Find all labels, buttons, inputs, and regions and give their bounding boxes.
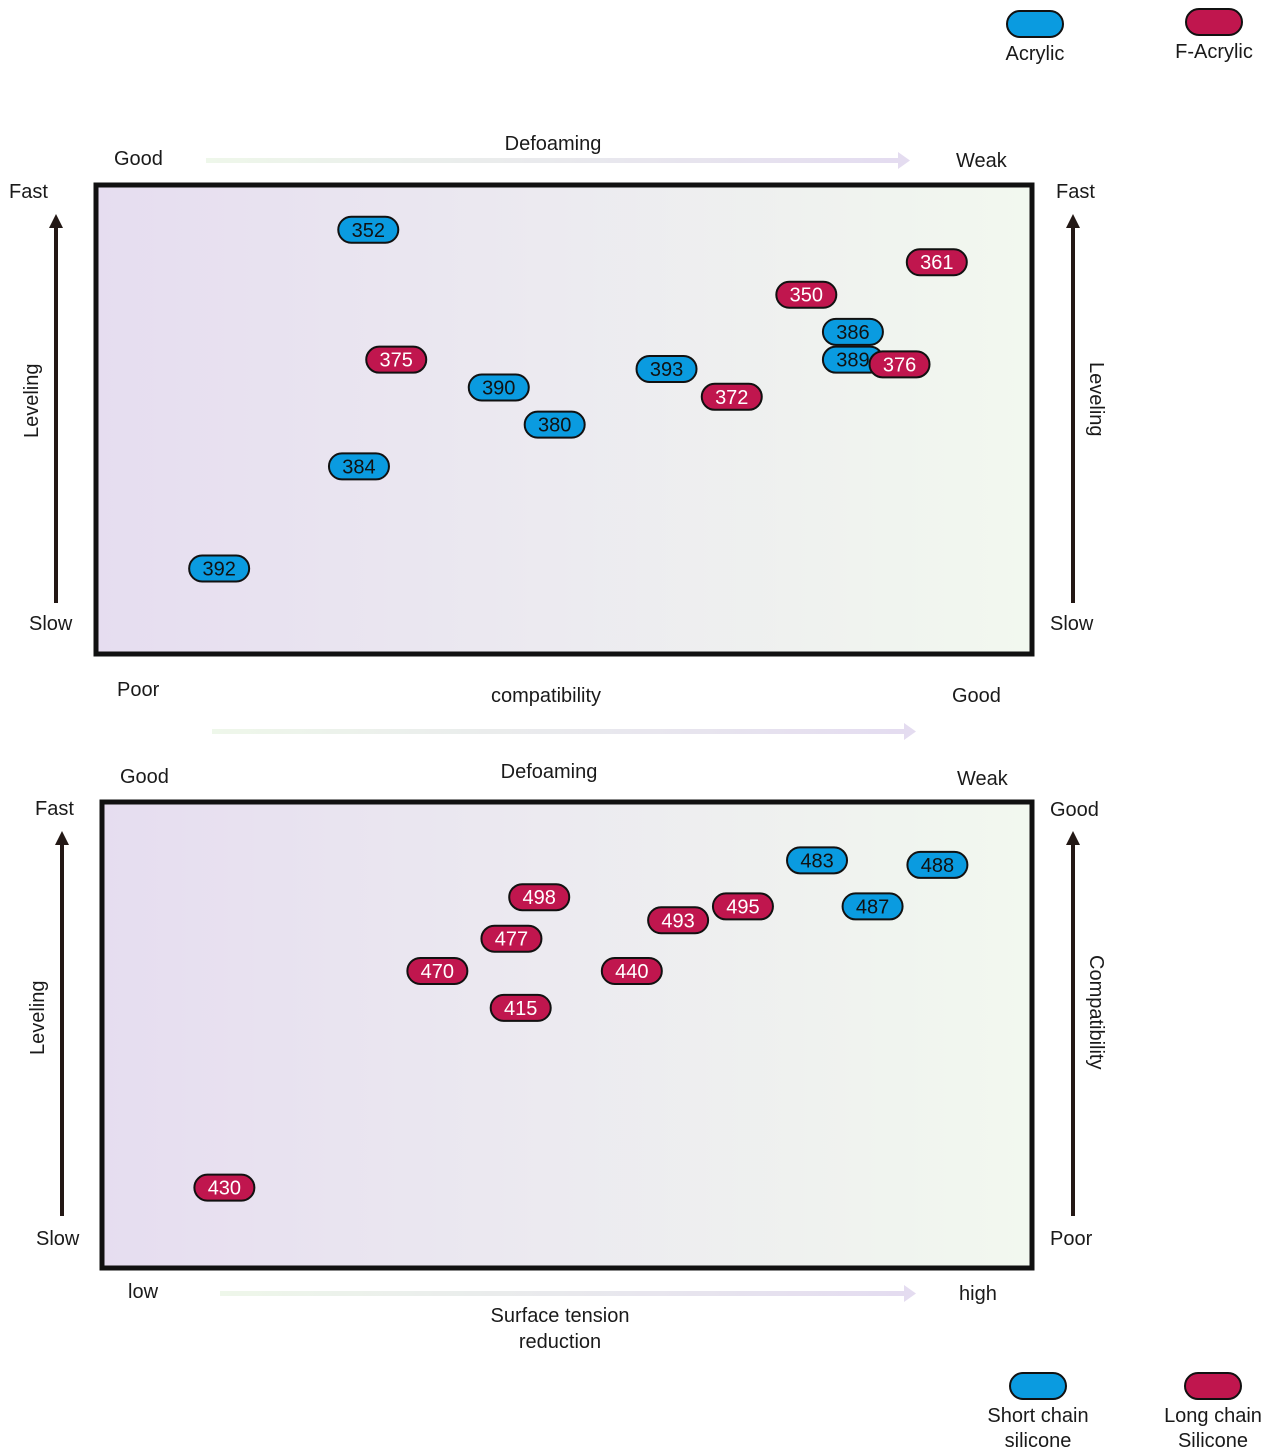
chart-1-top-left-label: Good: [114, 148, 163, 170]
chart-2-point-label-415: 415: [504, 998, 537, 1020]
chart-1-point-361: [905, 248, 968, 277]
chart-2-point-label-440: 440: [615, 961, 648, 983]
chart-1-point-label-361: 361: [920, 252, 953, 274]
chart-1-point-393: [635, 354, 698, 383]
chart-2-point-477: [480, 924, 543, 953]
chart-1-point-label-380: 380: [538, 415, 571, 437]
chart-1-point-label-390: 390: [482, 378, 515, 400]
chart-1-point-384: [327, 452, 390, 481]
chart-2-point-label-498: 498: [523, 887, 556, 909]
chart-1-point-350: [775, 280, 838, 309]
chart-1-top-right-label: Weak: [956, 150, 1007, 172]
chart-2-point-483: [786, 846, 849, 875]
chart-2-point-415: [489, 993, 552, 1022]
chart-1-right-top-label: Fast: [1056, 181, 1095, 203]
chart-1-point-label-389: 389: [836, 350, 869, 372]
chart-2-left-axis-title: Leveling: [27, 980, 49, 1055]
chart-2-right-axis-title: Compatibility: [1085, 955, 1107, 1070]
chart-2-right-top-label: Good: [1050, 799, 1099, 821]
chart-1-point-390: [467, 373, 530, 402]
chart-1-point-376: [868, 350, 931, 379]
chart-2-point-498: [508, 883, 571, 912]
chart-1-point-386: [821, 317, 884, 346]
chart-1-bottom-axis-title: compatibility: [490, 685, 602, 707]
chart-1-compatibility-arrow: [212, 723, 916, 740]
chart-1-point-label-376: 376: [883, 354, 916, 376]
chart-2-bottom-axis-title-line2: reduction: [518, 1331, 602, 1353]
chart-2-plot-area: [99, 799, 1035, 1271]
chart-2-point-label-488: 488: [921, 855, 954, 877]
chart-2-point-label-487: 487: [856, 896, 889, 918]
chart-1-point-352: [337, 215, 400, 244]
legend-long-chain-label-line1: Long chain: [1164, 1405, 1262, 1427]
legend-f-acrylic-label: F-Acrylic: [1175, 41, 1253, 63]
chart-1-point-380: [523, 410, 586, 439]
legend-acrylic-swatch: [1006, 10, 1064, 38]
chart-1-marks: 352 390 380 393 386 389 384 392 361 350 375 376 372: [188, 215, 968, 583]
chart-2-bottom-right-label: high: [959, 1283, 997, 1305]
legend-acrylic-label: Acrylic: [1005, 43, 1065, 65]
chart-1-point-label-372: 372: [715, 387, 748, 409]
chart-1-point-label-392: 392: [202, 558, 235, 580]
chart-2-left-bottom-label: Slow: [36, 1228, 80, 1250]
chart-2-point-488: [906, 850, 969, 879]
legend-short-chain-silicone: Short chain silicone: [978, 1372, 1098, 1454]
chart-1-left-bottom-label: Slow: [29, 613, 73, 635]
legend-f-acrylic-swatch: [1185, 8, 1243, 36]
chart-1-point-392: [188, 554, 251, 583]
chart-1-left-axis-title: Leveling: [21, 363, 43, 438]
chart-2-point-label-493: 493: [661, 910, 694, 932]
chart-2-top-axis-title: Defoaming: [500, 761, 598, 783]
chart-2-left-leveling-arrow: [55, 831, 69, 1216]
chart-1-bottom-left-label: Poor: [117, 679, 160, 701]
legend-long-chain-label-line2: Silicone: [1177, 1430, 1249, 1452]
chart-2-point-label-495: 495: [726, 896, 759, 918]
chart-1-left-top-label: Fast: [9, 181, 48, 203]
chart-1-right-bottom-label: Slow: [1050, 613, 1094, 635]
chart-1-right-leveling-arrow: [1066, 214, 1080, 603]
chart-1-left-leveling-arrow: [49, 214, 63, 603]
chart-1-point-375: [365, 345, 428, 374]
chart-1-bottom-right-label: Good: [952, 685, 1001, 707]
chart-2-left-top-label: Fast: [35, 798, 74, 820]
chart-1-point-label-375: 375: [380, 350, 413, 372]
chart-2-right-bottom-label: Poor: [1050, 1228, 1093, 1250]
chart-2-point-470: [406, 956, 469, 985]
chart-1-point-label-386: 386: [836, 322, 869, 344]
chart-2-top-left-label: Good: [120, 766, 169, 788]
chart-2-top-right-label: Weak: [957, 768, 1008, 790]
chart-2-bottom-left-label: low: [128, 1281, 159, 1303]
chart-1-defoaming-arrow: [206, 152, 910, 169]
chart-2-point-495: [711, 892, 774, 921]
chart-2-surface-tension-arrow: [220, 1285, 916, 1302]
legend-long-chain-swatch: [1184, 1372, 1242, 1400]
legend-short-chain-label-line1: Short chain: [987, 1405, 1089, 1427]
chart-2-point-label-483: 483: [800, 850, 833, 872]
chart-1-point-label-393: 393: [650, 359, 683, 381]
chart-2-point-493: [647, 906, 710, 935]
chart-1-right-axis-title: Leveling: [1085, 362, 1107, 437]
chart-1-point-372: [700, 382, 763, 411]
chart-1-top-axis-title: Defoaming: [504, 133, 602, 155]
legend-f-acrylic: F-Acrylic: [1154, 8, 1274, 65]
legend-long-chain-silicone: Long chain Silicone: [1153, 1372, 1273, 1454]
chart-2-point-430: [193, 1173, 256, 1202]
chart-2-point-440: [600, 956, 663, 985]
legend-short-chain-label-line2: silicone: [1004, 1430, 1072, 1452]
chart-2-right-compatibility-arrow: [1066, 831, 1080, 1216]
chart-1-point-label-384: 384: [342, 456, 375, 478]
chart-1-point-label-352: 352: [352, 220, 385, 242]
chart-2-point-label-477: 477: [495, 929, 528, 951]
chart-2-bottom-axis-title-line1: Surface tension: [490, 1305, 630, 1327]
chart-2-point-label-430: 430: [208, 1178, 241, 1200]
chart-2-point-label-470: 470: [421, 961, 454, 983]
chart-1-point-label-350: 350: [790, 285, 823, 307]
chart-2-marks: 483 488 487 498 477 493 495 470 440 415 430: [193, 846, 969, 1202]
legend-acrylic: Acrylic: [975, 10, 1095, 67]
legend-short-chain-swatch: [1009, 1372, 1067, 1400]
chart-2-point-487: [841, 892, 904, 921]
